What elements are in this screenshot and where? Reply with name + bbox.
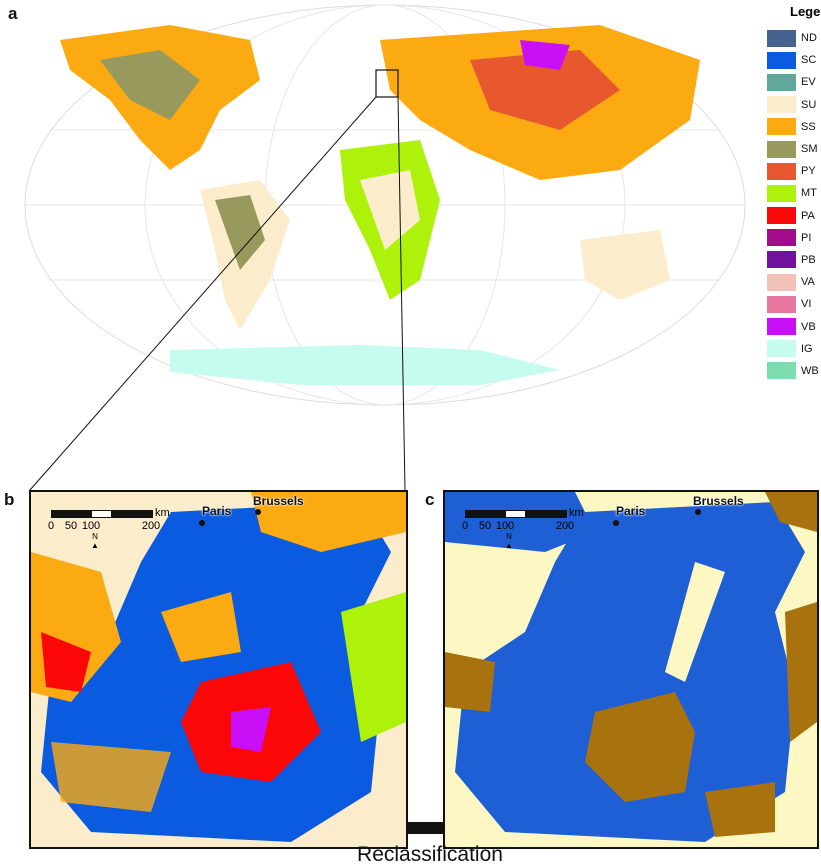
scale-tick: 0 [47,520,55,532]
scale-tick: 200 [141,520,161,532]
legend-label: PY [801,165,816,178]
legend-swatch [767,73,796,91]
paris-marker [199,520,205,526]
legend-label: VA [801,276,815,289]
legend-swatch [767,29,796,47]
legend-item-wb: WB [760,360,820,382]
scale-unit: km [155,507,170,519]
paris-marker [613,520,619,526]
legend-label: EV [801,76,816,89]
legend-label: IG [801,342,813,355]
continents [60,25,700,385]
map-panel-b-geology: 0 50 100 200 km N ▲ Brussels Paris [29,490,408,849]
legend-swatch [767,140,796,158]
legend-swatch [767,51,796,69]
legend-item-vb: VB [760,315,820,337]
scale-tick: 50 [478,520,492,532]
city-label-brussels: Brussels [693,494,744,508]
north-arrow-icon: N ▲ [91,532,99,550]
reclassification-label: Reclassification [357,843,503,865]
panel-label-b: b [4,490,15,509]
scale-unit: km [569,507,584,519]
legend-label: MT [801,187,817,200]
legend-label: WB [801,364,819,377]
legend-item-ig: IG [760,338,820,360]
legend-label: SM [801,143,818,156]
scale-tick: 100 [81,520,101,532]
zoom-line-left [29,96,377,491]
city-label-paris: Paris [202,504,232,518]
legend-item-py: PY [760,160,820,182]
legend-label: VI [801,298,812,311]
legend-item-nd: ND [760,27,820,49]
legend-label: SC [801,54,817,67]
legend-label: SU [801,98,817,111]
inset-box [375,69,399,98]
legend-swatch [767,318,796,336]
reclassified-map-c [445,492,817,842]
city-label-paris: Paris [616,504,646,518]
legend-swatch [767,184,796,202]
legend-label: PI [801,231,812,244]
map-panel-c-reclassified: 0 50 100 200 km N ▲ Brussels Paris [443,490,819,849]
legend-title: Legend [790,4,821,19]
legend-item-va: VA [760,271,820,293]
city-label-brussels: Brussels [253,494,304,508]
north-arrow-icon: N ▲ [505,532,513,550]
legend-swatch [767,207,796,225]
legend: Legend ND SC EV SU SS SM PY MT PA PI PB VA VI VB IG WB [760,4,821,382]
legend-label: PB [801,253,816,266]
legend-swatch [767,229,796,247]
legend-item-ss: SS [760,116,820,138]
zoom-line-right [397,96,406,491]
legend-label: PA [801,209,815,222]
legend-swatch [767,251,796,269]
legend-item-mt: MT [760,182,820,204]
legend-swatch [767,340,796,358]
panel-label-c: c [425,490,435,509]
legend-item-pi: PI [760,227,820,249]
legend-item-ev: EV [760,71,820,93]
legend-swatch [767,273,796,291]
legend-swatch [767,295,796,313]
legend-item-su: SU [760,94,820,116]
scale-tick: 0 [461,520,469,532]
legend-swatch [767,362,796,380]
brussels-marker [695,509,701,515]
brussels-marker [255,509,261,515]
geology-map-b [31,492,406,842]
legend-item-sc: SC [760,49,820,71]
legend-item-pb: PB [760,249,820,271]
scale-tick: 100 [495,520,515,532]
scale-tick: 200 [555,520,575,532]
legend-item-pa: PA [760,205,820,227]
legend-label: ND [801,32,817,45]
legend-item-vi: VI [760,293,820,315]
legend-swatch [767,96,796,114]
scale-tick: 50 [64,520,78,532]
legend-swatch [767,162,796,180]
legend-label: VB [801,320,816,333]
panel-label-a: a [8,4,18,23]
legend-item-sm: SM [760,138,820,160]
legend-label: SS [801,120,816,133]
legend-swatch [767,118,796,136]
